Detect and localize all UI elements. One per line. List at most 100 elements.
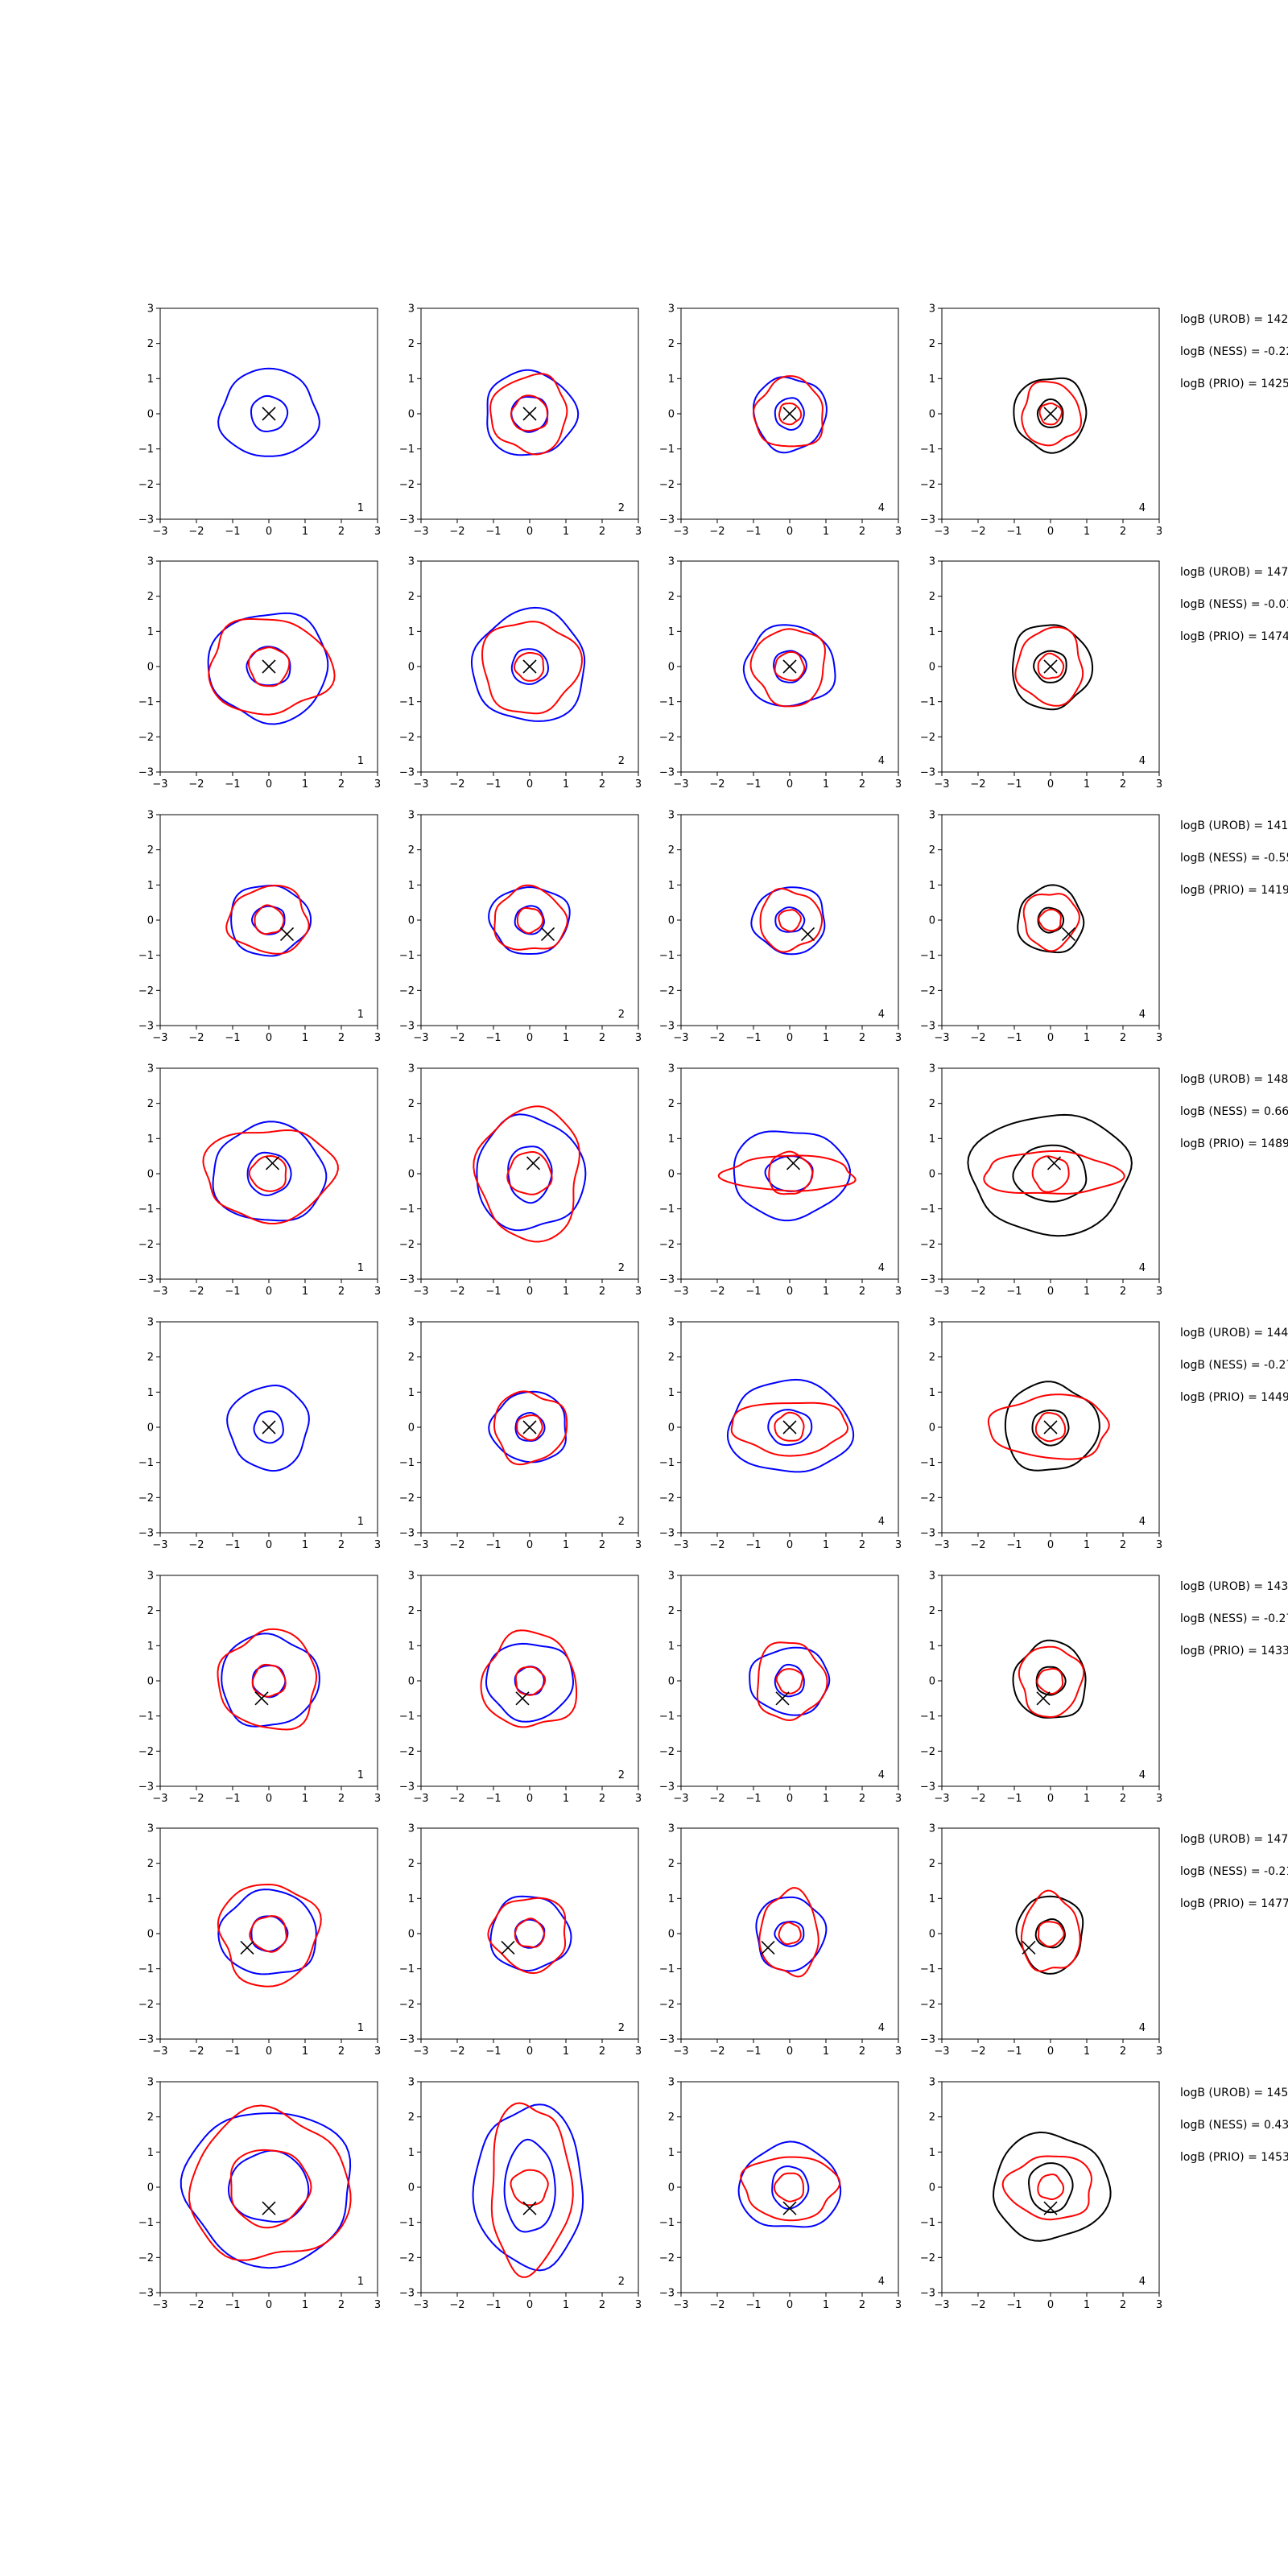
- x-tick-label: 0: [526, 1032, 533, 1044]
- x-tick-label: −3: [673, 526, 688, 538]
- x-tick-label: −2: [970, 1539, 985, 1551]
- red-inner-contour: [1038, 1921, 1065, 1948]
- x-tick-label: 2: [1120, 2299, 1126, 2311]
- x-tick-label: −2: [449, 526, 464, 538]
- y-tick-label: 0: [408, 1676, 415, 1688]
- x-tick-label: 3: [895, 778, 902, 791]
- x-tick-label: −1: [485, 1539, 501, 1551]
- y-tick-label: 3: [408, 556, 415, 568]
- x-tick-label: 3: [1156, 1539, 1162, 1551]
- panel-label: 4: [878, 1009, 885, 1021]
- x-tick-label: −3: [152, 2046, 167, 2058]
- panel-label: 4: [1139, 1262, 1146, 1274]
- y-tick-label: 3: [408, 1571, 415, 1583]
- x-tick-label: −1: [225, 1539, 240, 1551]
- logb-annotation: logB (UROB) = 143: [1180, 1580, 1288, 1593]
- y-tick-label: 0: [668, 1929, 675, 1941]
- x-tick-label: 0: [1047, 778, 1054, 791]
- y-tick-label: 1: [668, 1387, 675, 1399]
- red-outer-contour: [758, 1887, 819, 1978]
- red-outer-contour: [756, 1641, 828, 1722]
- y-tick-label: −2: [399, 732, 415, 744]
- x-tick-label: −1: [1006, 2299, 1022, 2311]
- true-value-marker: [522, 1420, 537, 1435]
- y-tick-label: −1: [659, 444, 675, 456]
- y-tick-label: 1: [929, 1387, 935, 1399]
- x-tick-label: 0: [1047, 1793, 1054, 1805]
- y-tick-label: 0: [929, 915, 935, 927]
- y-tick-label: 2: [668, 844, 675, 857]
- red-inner-contour: [778, 402, 803, 426]
- y-tick-label: 2: [147, 338, 154, 350]
- true-value-marker: [1043, 407, 1058, 421]
- y-tick-label: −3: [920, 1274, 935, 1286]
- x-tick-label: −2: [449, 778, 464, 791]
- y-tick-label: 2: [668, 2112, 675, 2124]
- y-tick-label: −3: [138, 2034, 154, 2046]
- y-tick-label: 1: [147, 374, 154, 386]
- x-tick-label: −3: [934, 1793, 949, 1805]
- red-inner-contour: [506, 1151, 553, 1195]
- x-tick-label: 2: [599, 2046, 605, 2058]
- y-tick-label: −3: [399, 767, 415, 779]
- y-tick-label: 0: [668, 1676, 675, 1688]
- y-tick-label: 3: [408, 810, 415, 822]
- y-tick-label: −1: [399, 950, 415, 962]
- x-tick-label: 1: [302, 778, 308, 791]
- x-tick-label: −3: [413, 2299, 428, 2311]
- x-tick-label: 1: [823, 1793, 829, 1805]
- x-tick-label: 3: [635, 1539, 642, 1551]
- y-tick-label: −1: [138, 696, 154, 708]
- x-tick-label: 2: [338, 2046, 345, 2058]
- y-tick-label: 0: [147, 1169, 154, 1181]
- red-outer-contour: [208, 617, 336, 716]
- y-tick-label: 3: [668, 303, 675, 316]
- y-tick-label: 0: [929, 409, 935, 421]
- x-tick-label: −3: [934, 778, 949, 791]
- x-tick-label: −2: [188, 1032, 204, 1044]
- panel-label: 2: [618, 755, 625, 767]
- x-tick-label: −1: [485, 2046, 501, 2058]
- inner-contour: [503, 2138, 556, 2233]
- x-tick-label: −1: [745, 526, 761, 538]
- x-tick-label: −2: [709, 1539, 724, 1551]
- y-tick-label: −3: [659, 1528, 675, 1540]
- y-tick-label: −3: [920, 767, 935, 779]
- y-tick-label: −3: [399, 1021, 415, 1033]
- y-tick-label: −2: [399, 1239, 415, 1251]
- logb-annotation: logB (NESS) = -0.01: [1180, 598, 1288, 611]
- x-tick-label: 1: [563, 1286, 569, 1298]
- panel-label: 1: [357, 1769, 364, 1781]
- x-tick-label: −2: [970, 526, 985, 538]
- y-tick-label: −3: [659, 2288, 675, 2300]
- plot-frame: [941, 2081, 1160, 2293]
- outer-contour: [755, 1896, 828, 1972]
- x-tick-label: 3: [635, 1032, 642, 1044]
- x-tick-label: −2: [970, 1286, 985, 1298]
- y-tick-label: 3: [147, 556, 154, 568]
- red-outer-contour: [987, 1393, 1110, 1460]
- x-tick-label: −1: [1006, 1286, 1022, 1298]
- x-tick-label: 1: [823, 526, 829, 538]
- y-tick-label: 2: [929, 1352, 935, 1364]
- x-tick-label: 0: [786, 1539, 793, 1551]
- outer-contour: [472, 2103, 584, 2272]
- y-tick-label: −2: [920, 479, 935, 491]
- x-tick-label: −1: [745, 778, 761, 791]
- panel-label: 4: [878, 502, 885, 514]
- x-tick-label: 2: [599, 1539, 605, 1551]
- y-tick-label: 2: [668, 338, 675, 350]
- x-tick-label: 1: [563, 526, 569, 538]
- x-tick-label: −2: [709, 1286, 724, 1298]
- true-value-marker: [1043, 659, 1058, 674]
- x-tick-label: 3: [635, 2046, 642, 2058]
- red-inner-contour: [768, 1150, 814, 1195]
- y-tick-label: 1: [929, 880, 935, 892]
- x-tick-label: 1: [1084, 1539, 1090, 1551]
- x-tick-label: 3: [374, 1793, 381, 1805]
- true-value-marker: [262, 407, 276, 421]
